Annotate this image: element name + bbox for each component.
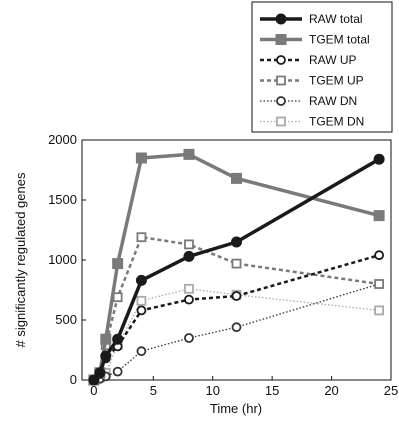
y-tick-label: 1000 (48, 252, 77, 267)
x-tick-label: 20 (324, 383, 338, 398)
legend-label: TGEM total (309, 33, 370, 47)
data-point (183, 250, 195, 262)
x-tick-label: 10 (205, 383, 219, 398)
data-point (231, 291, 242, 301)
series-layer (88, 148, 385, 386)
data-point (100, 350, 112, 362)
series-line (92, 253, 380, 381)
legend-entry: RAW total (260, 12, 363, 26)
legend-label: RAW total (309, 12, 363, 26)
data-point (276, 96, 286, 106)
legend-entry: RAW DN (260, 94, 357, 108)
data-point (136, 232, 147, 243)
legend: RAW total TGEM total RAW UP TGEM UP RAW DN TG… (251, 1, 393, 133)
data-point (184, 239, 194, 250)
x-tick-label: 5 (150, 383, 157, 398)
legend-label: RAW DN (309, 94, 357, 108)
axis-ticks: 0 5 10 15 20 25 0 500 1000 1500 2000 (48, 132, 398, 398)
data-point (373, 153, 385, 165)
x-axis-label: Time (hr) (210, 401, 262, 416)
legend-entry: RAW UP (260, 53, 357, 67)
data-point (112, 366, 123, 377)
x-tick-label: 25 (384, 383, 398, 398)
legend-entry: TGEM total (260, 33, 370, 47)
data-point (231, 172, 242, 184)
data-point (374, 279, 385, 289)
legend-entry: TGEM DN (260, 115, 364, 129)
data-point (184, 283, 194, 294)
legend-label: RAW UP (309, 53, 357, 67)
legend-entry: TGEM UP (260, 74, 364, 88)
legend-label: TGEM DN (309, 115, 364, 129)
data-point (231, 322, 242, 333)
data-point (373, 210, 385, 222)
data-point (374, 305, 385, 316)
y-tick-label: 500 (55, 312, 77, 327)
legend-box (251, 1, 393, 133)
data-point (112, 333, 124, 345)
data-point (231, 236, 242, 248)
data-point (94, 367, 106, 379)
x-tick-label: 15 (265, 383, 279, 398)
x-tick-label: 0 (90, 383, 97, 398)
data-point (100, 333, 112, 345)
data-point (184, 294, 194, 305)
data-point (276, 55, 286, 65)
data-point (112, 258, 124, 270)
data-point (135, 274, 147, 286)
y-tick-label: 2000 (48, 132, 77, 147)
data-point (231, 258, 242, 269)
data-point (136, 295, 147, 306)
y-axis-label: # significantly regulated genes (13, 172, 28, 347)
data-point (136, 305, 147, 316)
data-point (135, 152, 147, 164)
data-point (183, 148, 195, 160)
data-point (136, 346, 147, 357)
data-point (112, 292, 123, 303)
data-point (184, 333, 194, 343)
data-point (275, 34, 287, 45)
data-point (276, 75, 286, 86)
y-tick-label: 1500 (48, 192, 77, 207)
series-raw-total (88, 153, 385, 386)
data-point (275, 13, 287, 25)
legend-label: TGEM UP (309, 74, 364, 88)
y-tick-label: 0 (70, 372, 77, 387)
data-point (276, 116, 286, 127)
series-line (92, 235, 380, 381)
data-point (374, 250, 385, 261)
data-point (88, 374, 100, 386)
